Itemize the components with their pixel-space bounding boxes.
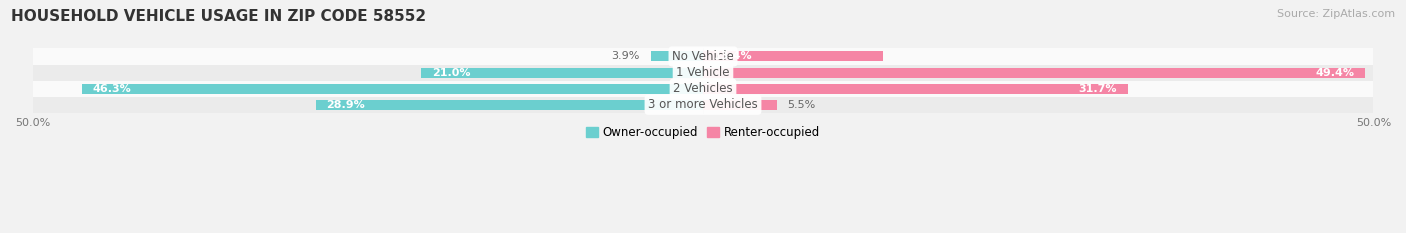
Text: 46.3%: 46.3% — [93, 84, 132, 94]
Text: 3.9%: 3.9% — [612, 51, 640, 62]
Bar — [703, 51, 883, 62]
Text: HOUSEHOLD VEHICLE USAGE IN ZIP CODE 58552: HOUSEHOLD VEHICLE USAGE IN ZIP CODE 5855… — [11, 9, 426, 24]
Text: No Vehicle: No Vehicle — [672, 50, 734, 63]
Bar — [82, 84, 703, 94]
Bar — [32, 81, 1374, 97]
Text: Source: ZipAtlas.com: Source: ZipAtlas.com — [1277, 9, 1395, 19]
Bar — [651, 51, 703, 62]
Text: 31.7%: 31.7% — [1078, 84, 1118, 94]
Text: 5.5%: 5.5% — [787, 100, 815, 110]
Bar — [422, 68, 703, 78]
Bar — [32, 97, 1374, 113]
Text: 2 Vehicles: 2 Vehicles — [673, 82, 733, 95]
Text: 28.9%: 28.9% — [326, 100, 366, 110]
Bar — [703, 84, 1128, 94]
Legend: Owner-occupied, Renter-occupied: Owner-occupied, Renter-occupied — [581, 121, 825, 144]
Bar — [32, 65, 1374, 81]
Bar — [315, 100, 703, 110]
Bar — [32, 48, 1374, 65]
Text: 13.4%: 13.4% — [714, 51, 752, 62]
Text: 49.4%: 49.4% — [1316, 68, 1354, 78]
Bar — [703, 68, 1365, 78]
Text: 1 Vehicle: 1 Vehicle — [676, 66, 730, 79]
Text: 21.0%: 21.0% — [432, 68, 471, 78]
Bar — [703, 100, 776, 110]
Text: 3 or more Vehicles: 3 or more Vehicles — [648, 98, 758, 111]
